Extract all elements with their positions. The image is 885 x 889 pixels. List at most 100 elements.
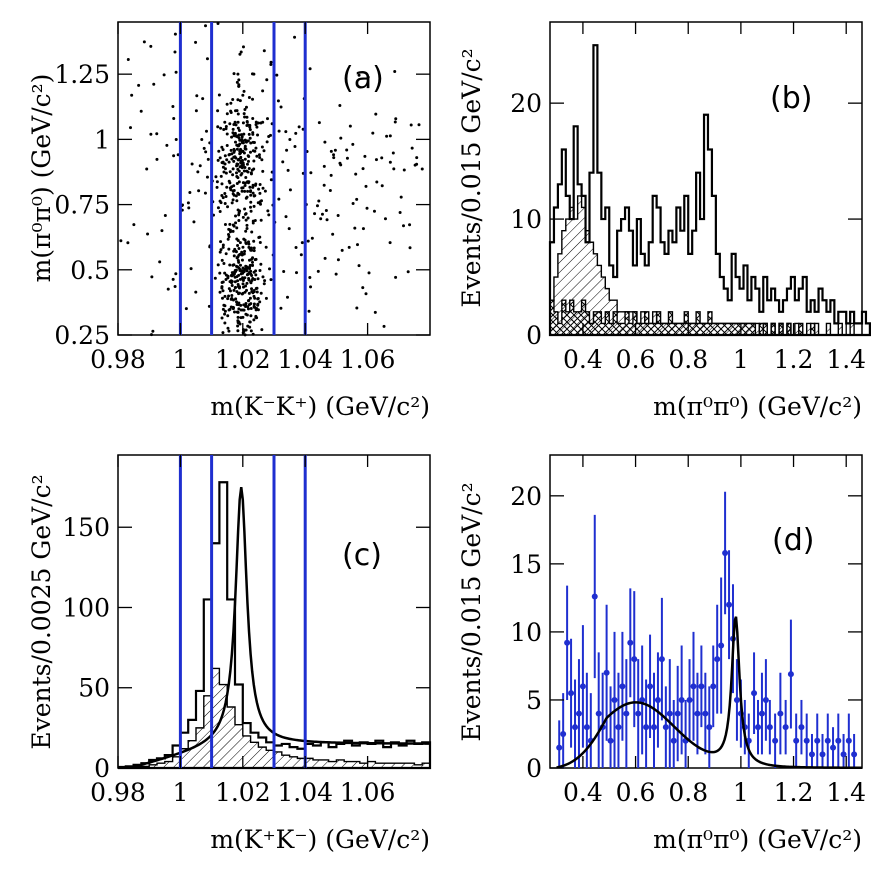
panel-a-point: [244, 218, 248, 222]
panel-a-point: [240, 292, 244, 296]
panel-c-hist-hatched: [118, 667, 431, 769]
panel-a-point: [259, 291, 263, 295]
panel-a-point: [394, 275, 398, 279]
panel-a-point: [149, 333, 153, 337]
panel-a-point: [250, 230, 254, 234]
panel-a-point: [254, 182, 258, 186]
panel-a-point: [236, 310, 240, 314]
panel-a-point: [230, 152, 234, 156]
panel-a-point: [399, 195, 403, 199]
panel-a-point: [355, 306, 359, 310]
panel-d-point: [603, 669, 610, 676]
panel-a-point: [226, 276, 230, 280]
panel-b-ylabel: Events/0.015 GeV/c²: [457, 48, 486, 307]
panel-a-point: [173, 32, 177, 36]
panel-a-point: [250, 274, 254, 278]
panel-a-point: [216, 125, 220, 129]
panel-a-point: [173, 50, 177, 54]
panel-a-point: [218, 250, 222, 254]
panel-a-point: [247, 277, 251, 281]
panel-a-point: [246, 170, 250, 174]
panel-d-point: [772, 737, 779, 744]
panel-a-point: [149, 132, 153, 136]
panel-d-point: [819, 751, 826, 758]
panel-a-point: [269, 178, 273, 182]
panel-a-point: [206, 157, 210, 161]
panel-a-point: [227, 232, 231, 236]
panel-a-point: [235, 237, 239, 241]
panel-d-point: [627, 639, 634, 646]
panel-d-point: [710, 683, 717, 690]
panel-a-point: [420, 167, 424, 171]
panel-a-point: [236, 126, 240, 130]
panel-a-point: [149, 44, 153, 48]
panel-a-point: [205, 57, 209, 61]
panel-a-point: [226, 314, 230, 318]
panel-a-point: [230, 274, 234, 278]
panel-a-point: [238, 252, 242, 256]
panel-a-point: [165, 143, 169, 147]
panel-a-point: [374, 158, 378, 162]
panel-a-point: [139, 109, 143, 113]
panel-d-point: [560, 730, 567, 737]
panel-a-point: [245, 115, 249, 119]
panel-a-point: [361, 167, 365, 171]
panel-a-point: [249, 141, 253, 145]
panel-a-point: [245, 195, 249, 199]
panel-a-point: [252, 159, 256, 163]
panel-a-point: [249, 189, 253, 193]
panel-a-point: [393, 69, 397, 73]
panel-d-point: [670, 737, 677, 744]
panel-a-point: [241, 93, 245, 97]
panel-a-ytick-label: 1.25: [54, 60, 110, 89]
panel-a-point: [286, 168, 290, 172]
panel-a-point: [219, 126, 223, 130]
panel-a-point: [240, 138, 244, 142]
panel-d-point: [722, 549, 729, 556]
panel-a-point: [269, 60, 273, 64]
panel-a: 0.98 1 1.02 1.04 1.06 0.25 0.5 0.75 1 1.25 (a) m(…: [27, 21, 431, 421]
panel-a-point: [231, 298, 235, 302]
panel-a-point: [228, 263, 232, 267]
panel-a-point: [217, 149, 221, 153]
panel-a-point: [269, 62, 273, 66]
panel-a-point: [247, 299, 251, 303]
panel-d-point: [674, 710, 681, 717]
panel-a-point: [246, 139, 250, 143]
panel-a-point: [241, 186, 245, 190]
panel-a-point: [225, 132, 229, 136]
panel-b-xtick-label: 0.6: [616, 345, 656, 374]
panel-a-point: [242, 252, 246, 256]
panel-a-point: [247, 242, 251, 246]
panel-a-point: [255, 290, 259, 294]
panel-a-point: [223, 312, 227, 316]
panel-a-point: [225, 185, 229, 189]
panel-a-point: [236, 72, 240, 76]
panel-a-point: [174, 272, 178, 276]
panel-a-point: [251, 263, 255, 267]
panel-a-point: [243, 276, 247, 280]
panel-a-point: [328, 188, 332, 192]
panel-d-ytick-label: 5: [526, 686, 542, 715]
panel-a-point: [288, 188, 292, 192]
panel-a-point: [237, 260, 241, 264]
panel-d-point: [623, 710, 630, 717]
panel-a-point: [239, 316, 243, 320]
panel-b: 0.4 0.6 0.8 1 1.2 1.4 0 10 20 (b) m(π⁰π⁰) (GeV/c…: [457, 21, 871, 421]
panel-a-point: [248, 136, 252, 140]
panel-d-tag: (d): [772, 523, 814, 558]
panel-b-xlabel: m(π⁰π⁰) (GeV/c²): [653, 392, 862, 421]
panel-a-point: [236, 120, 240, 124]
panel-a-point: [254, 120, 258, 124]
panel-a-point: [339, 136, 343, 140]
panel-a-point: [236, 324, 240, 328]
panel-d-point: [678, 696, 685, 703]
panel-a-point: [227, 294, 231, 298]
panel-a-point: [388, 241, 392, 245]
panel-a-point: [142, 40, 146, 44]
panel-a-point: [247, 245, 251, 249]
panel-a-point: [221, 307, 225, 311]
panel-a-point: [345, 148, 349, 152]
panel-a-point: [224, 195, 228, 199]
panel-d-point: [591, 593, 598, 600]
